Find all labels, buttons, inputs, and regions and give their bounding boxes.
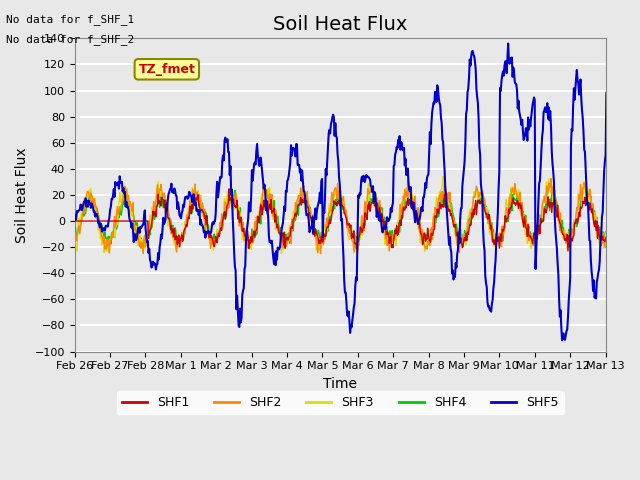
Text: No data for f_SHF_1: No data for f_SHF_1 bbox=[6, 14, 134, 25]
Title: Soil Heat Flux: Soil Heat Flux bbox=[273, 15, 407, 34]
Y-axis label: Soil Heat Flux: Soil Heat Flux bbox=[15, 147, 29, 243]
Legend: SHF1, SHF2, SHF3, SHF4, SHF5: SHF1, SHF2, SHF3, SHF4, SHF5 bbox=[116, 391, 564, 414]
Text: No data for f_SHF_2: No data for f_SHF_2 bbox=[6, 34, 134, 45]
Text: TZ_fmet: TZ_fmet bbox=[138, 63, 195, 76]
X-axis label: Time: Time bbox=[323, 377, 357, 391]
